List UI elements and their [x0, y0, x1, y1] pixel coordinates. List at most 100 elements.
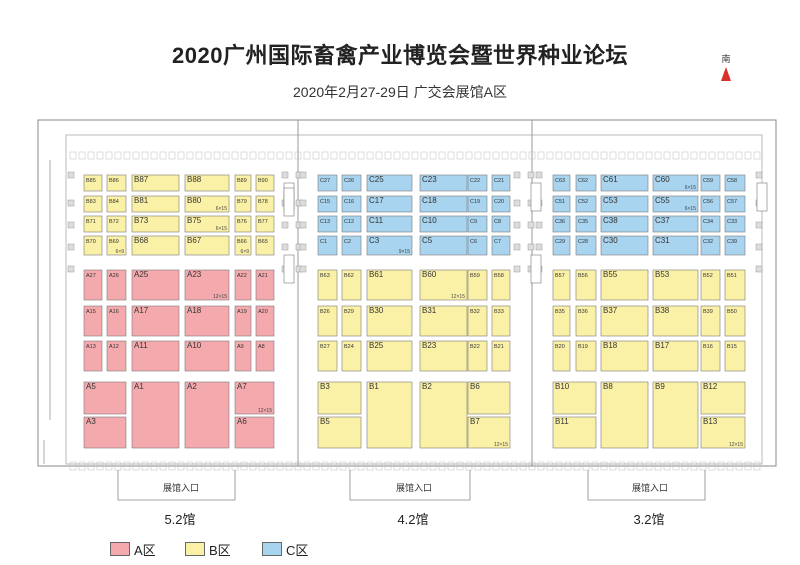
service-room — [159, 461, 167, 471]
service-room — [681, 461, 689, 471]
booth-B29 — [341, 305, 362, 337]
service-room — [348, 151, 356, 160]
north-arrow-icon — [721, 67, 731, 81]
service-room — [258, 461, 266, 471]
entrance-label-hall-5: 展馆入口 — [162, 483, 199, 493]
service-room — [537, 151, 545, 160]
booth-label-C12: C12 — [344, 219, 354, 225]
booth-B57 — [552, 269, 571, 301]
service-room — [240, 151, 248, 160]
legend-swatch-c — [262, 542, 282, 556]
service-room — [303, 151, 311, 160]
service-room — [285, 461, 293, 471]
service-room — [690, 461, 698, 471]
booth-label-B23: B23 — [422, 341, 437, 350]
service-room — [474, 461, 482, 471]
booth-A8 — [255, 340, 275, 372]
booth-label-C56: C56 — [703, 199, 713, 205]
booth-label-C38: C38 — [603, 216, 618, 225]
booth-A11 — [131, 340, 180, 372]
booth-label-B76: B76 — [237, 219, 247, 225]
service-room — [699, 151, 707, 160]
booth-label-B72: B72 — [109, 219, 119, 225]
booth-label-C11: C11 — [369, 216, 384, 225]
booth-C13 — [317, 215, 338, 233]
booth-B1 — [366, 381, 413, 449]
booth-B76 — [234, 215, 252, 233]
service-room — [186, 461, 194, 471]
booth-B79 — [234, 195, 252, 213]
booth-label-C52: C52 — [578, 199, 588, 205]
service-room — [96, 461, 104, 471]
booth-label-B80: B80 — [187, 196, 202, 205]
booth-C62 — [575, 174, 597, 192]
service-room — [492, 461, 500, 471]
service-room — [294, 151, 302, 160]
booth-A9 — [234, 340, 252, 372]
service-room — [645, 151, 653, 160]
booth-size-C3: 9×15 — [399, 249, 410, 255]
booth-C56 — [700, 195, 721, 213]
booth-C51 — [552, 195, 571, 213]
booth-C37 — [652, 215, 699, 233]
pillar — [527, 221, 535, 229]
service-room — [393, 461, 401, 471]
booth-label-C39: C39 — [727, 239, 737, 245]
booth-label-C7: C7 — [494, 239, 501, 245]
booth-A17 — [131, 305, 180, 337]
booth-label-B25: B25 — [369, 341, 384, 350]
booth-label-A25: A25 — [134, 270, 149, 279]
service-room — [465, 151, 473, 160]
pillar — [67, 243, 75, 251]
booth-C35 — [575, 215, 597, 233]
pillar — [67, 171, 75, 179]
service-room — [69, 151, 77, 160]
service-room — [168, 461, 176, 471]
service-room — [420, 151, 428, 160]
pillar — [755, 171, 763, 179]
booth-size-B13: 12×15 — [729, 442, 743, 448]
service-room — [114, 151, 122, 160]
hall-structure — [37, 119, 777, 501]
pillar — [513, 221, 521, 229]
booth-label-B86: B86 — [109, 178, 119, 184]
pillar — [299, 199, 307, 207]
service-room — [537, 461, 545, 471]
booth-C17 — [366, 195, 413, 213]
booth-label-B75: B75 — [187, 216, 202, 225]
booth-C30 — [600, 235, 649, 256]
pillar — [67, 221, 75, 229]
booth-label-B53: B53 — [655, 270, 670, 279]
booth-C10 — [419, 215, 468, 233]
booth-B35 — [552, 305, 571, 337]
booth-C2 — [341, 235, 362, 256]
booth-label-B37: B37 — [603, 306, 618, 315]
service-room — [411, 461, 419, 471]
booth-label-C31: C31 — [655, 236, 670, 245]
booth-label-B55: B55 — [603, 270, 618, 279]
booth-B19 — [575, 340, 597, 372]
booth-size-B75: 6×15 — [216, 226, 227, 232]
booth-B59 — [467, 269, 488, 301]
booth-A19 — [234, 305, 252, 337]
booth-label-C13: C13 — [320, 219, 330, 225]
service-room — [258, 151, 266, 160]
booth-B20 — [552, 340, 571, 372]
service-room — [393, 151, 401, 160]
booth-label-B18: B18 — [603, 341, 618, 350]
booth-B37 — [600, 305, 649, 337]
booth-C23 — [419, 174, 468, 192]
service-room — [627, 461, 635, 471]
page-subtitle: 2020年2月27-29日 广交会展馆A区 — [293, 84, 507, 100]
pillar — [299, 265, 307, 273]
service-room — [753, 461, 761, 471]
booth-C59 — [700, 174, 721, 192]
booth-label-B59: B59 — [470, 273, 480, 279]
booth-B10 — [552, 381, 597, 415]
booth-label-C20: C20 — [494, 199, 504, 205]
booth-label-B61: B61 — [369, 270, 384, 279]
service-room — [87, 151, 95, 160]
booth-label-B35: B35 — [555, 309, 565, 315]
booth-label-B36: B36 — [578, 309, 588, 315]
escalator — [283, 187, 295, 217]
